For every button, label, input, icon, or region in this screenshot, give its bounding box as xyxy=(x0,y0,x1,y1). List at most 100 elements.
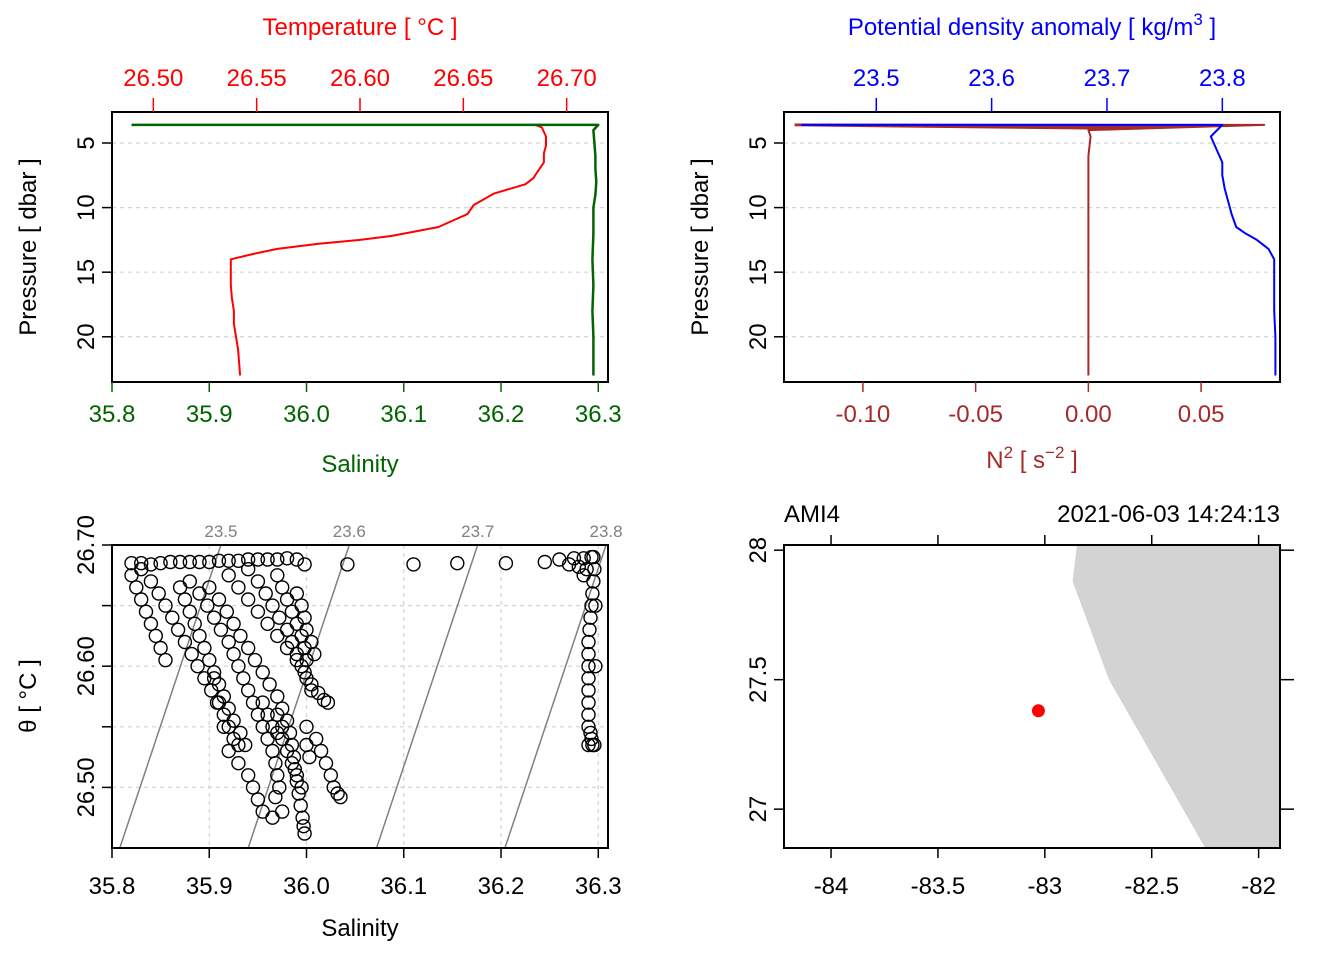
y-tick-label: 28 xyxy=(745,537,772,564)
ts-point xyxy=(211,553,227,568)
x-axis-title-part: ] xyxy=(1064,447,1077,474)
y-tick-label: 27.5 xyxy=(745,656,772,703)
x-axis-title-superscript: −2 xyxy=(1045,443,1064,462)
ts-point xyxy=(586,549,601,565)
ts-point xyxy=(206,610,222,625)
ts-point xyxy=(270,707,285,722)
ts-point xyxy=(272,780,287,795)
isopycnal-label: 23.5 xyxy=(204,522,237,541)
top-tick-label: 26.70 xyxy=(537,65,597,92)
y-tick-label: 27 xyxy=(745,796,772,823)
ts-point xyxy=(587,562,602,577)
x-tick-label: -0.05 xyxy=(948,401,1003,428)
x-tick-label: 35.9 xyxy=(186,401,233,428)
ts-point xyxy=(206,671,222,686)
x-axis-title-superscript: 2 xyxy=(1004,443,1013,462)
ts-point xyxy=(299,622,314,637)
ts-point xyxy=(213,622,229,637)
plot-frame xyxy=(111,111,609,383)
x-tick-label: 36.0 xyxy=(283,873,330,900)
ts-point xyxy=(233,628,248,644)
ts-point xyxy=(262,677,277,692)
plot-frame xyxy=(111,544,609,849)
ts-point xyxy=(318,756,334,771)
x-tick-label: -82.5 xyxy=(1124,873,1179,900)
isopycnal-label: 23.6 xyxy=(333,522,366,541)
ts-point xyxy=(158,652,173,668)
ts-point xyxy=(307,646,322,662)
y-tick-label: 15 xyxy=(73,259,100,286)
x-tick-label: -82 xyxy=(1241,873,1276,900)
ts-point xyxy=(296,819,311,834)
ts-point xyxy=(240,768,256,783)
ts-point xyxy=(581,695,596,710)
ts-point xyxy=(133,562,149,577)
ts-point xyxy=(270,689,285,704)
ts-point xyxy=(184,646,199,662)
ts-point xyxy=(297,557,312,572)
ts-point xyxy=(192,628,207,644)
top-tick-label: 23.7 xyxy=(1084,65,1131,92)
ts-point xyxy=(231,553,246,568)
n2-line xyxy=(795,123,1266,376)
x-tick-label: 36.2 xyxy=(478,873,525,900)
ts-point xyxy=(304,683,319,698)
ts-points xyxy=(124,549,603,841)
ts-point xyxy=(236,671,251,686)
x-axis-title-part: N xyxy=(986,447,1003,474)
ts-point xyxy=(221,568,236,583)
ts-point xyxy=(576,551,591,566)
x-axis-title: N2 [ s−2 ] xyxy=(986,443,1078,474)
ts-point xyxy=(190,659,205,674)
ts-point xyxy=(406,557,421,572)
ts-point xyxy=(163,554,178,570)
panel-density-n2-profile: 5 10 15 20 -0.10 -0.05 0.00 0.05 23.5 23.6 23.7 23.… xyxy=(687,10,1281,474)
ts-point xyxy=(250,707,266,722)
top-axis-title: Temperature [ °C ] xyxy=(263,14,458,41)
ts-point xyxy=(275,719,290,734)
ts-point xyxy=(129,580,144,595)
x-tick-label: 36.1 xyxy=(380,873,427,900)
ts-point xyxy=(250,552,266,567)
ts-point xyxy=(284,604,300,619)
ts-point xyxy=(240,592,256,607)
x-tick-label: 0.00 xyxy=(1065,401,1112,428)
y-tick-label: 26.60 xyxy=(73,636,100,696)
y-tick-label: 20 xyxy=(73,323,100,350)
ts-point xyxy=(265,810,280,825)
x-tick-label: 35.8 xyxy=(89,401,136,428)
top-tick-label: 26.50 xyxy=(123,65,183,92)
ts-point xyxy=(202,554,217,570)
ts-point xyxy=(231,756,246,771)
ts-point xyxy=(316,692,332,708)
ts-point xyxy=(133,592,149,607)
ts-point xyxy=(143,574,159,589)
ts-point xyxy=(279,743,295,759)
ts-point xyxy=(153,640,168,656)
x-tick-label: 36.2 xyxy=(478,401,525,428)
ts-point xyxy=(202,580,217,595)
ts-point xyxy=(221,634,236,650)
ts-point xyxy=(260,731,275,747)
ts-point xyxy=(581,737,596,753)
ts-point xyxy=(138,604,154,619)
isopycnal-line xyxy=(375,545,479,848)
y-tick-label: 15 xyxy=(745,259,772,286)
ts-point xyxy=(260,707,275,722)
ts-point xyxy=(260,552,275,567)
ts-point xyxy=(275,804,290,819)
ts-point xyxy=(172,580,188,595)
y-axis-title: θ [ °C ] xyxy=(15,659,42,733)
ts-point xyxy=(177,592,193,607)
ts-point xyxy=(270,628,285,644)
ts-point xyxy=(581,671,596,686)
station-marker xyxy=(1031,704,1045,718)
ts-point xyxy=(240,562,256,577)
plot-frame xyxy=(783,544,1281,849)
isopycnal-lines xyxy=(119,545,607,848)
x-tick-label: 35.8 xyxy=(89,873,136,900)
x-tick-label: -83 xyxy=(1027,873,1062,900)
ts-point xyxy=(202,652,217,668)
ts-point xyxy=(192,554,207,570)
